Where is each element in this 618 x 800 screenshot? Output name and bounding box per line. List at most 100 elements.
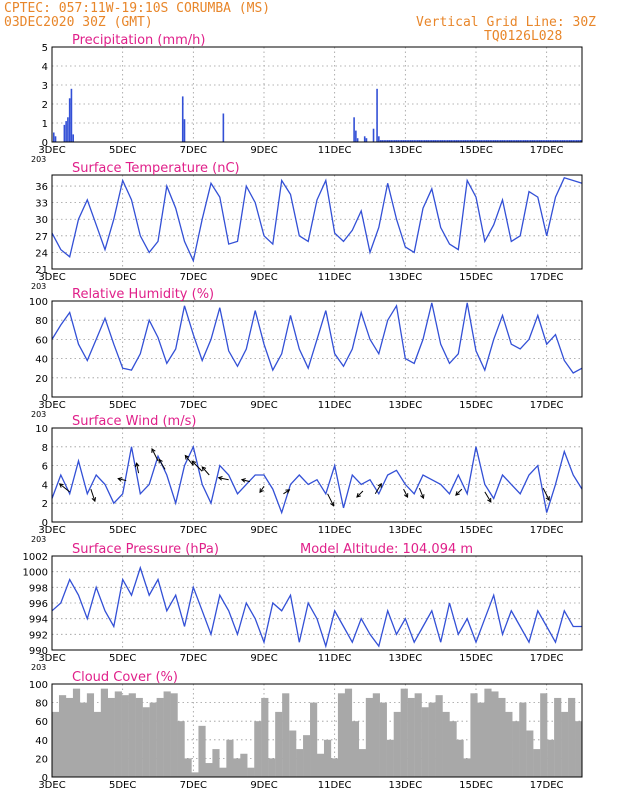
x-tick-label: 17DEC — [530, 145, 564, 156]
precip-bar — [507, 140, 509, 142]
x-tick-label: 5DEC — [109, 400, 136, 411]
cloud-bar — [261, 697, 269, 777]
precip-bar — [393, 140, 396, 142]
wind-arrow — [403, 488, 409, 498]
cloud-bar — [484, 688, 492, 777]
wind-arrow — [184, 455, 194, 466]
x-tick-year: 203 — [31, 282, 46, 291]
cloud-bar — [177, 721, 185, 777]
cloud-bar — [72, 688, 81, 777]
x-tick-label: 11DEC — [318, 780, 352, 791]
wind-arrow — [374, 483, 382, 495]
precip-bar — [441, 140, 444, 142]
y-tick-label: 100 — [29, 680, 48, 691]
series-line-pressure — [51, 565, 582, 649]
cloud-bar — [247, 767, 255, 777]
wind-arrow-head — [377, 482, 382, 488]
x-tick-label: 13DEC — [388, 653, 422, 664]
y-tick-label: 1002 — [23, 552, 48, 563]
precip-bar — [560, 140, 562, 142]
cloud-bar — [540, 693, 548, 777]
panel-title: Surface Wind (m/s) — [72, 414, 196, 429]
y-tick-label: 4 — [42, 62, 48, 73]
y-tick-label: 998 — [29, 583, 48, 594]
cloud-bar — [463, 758, 471, 777]
cloud-bar — [491, 691, 499, 777]
y-tick-label: 27 — [35, 232, 48, 243]
precip-bar — [404, 140, 407, 142]
header-location: CPTEC: 057:11W-19:10S CORUMBA (MS) — [4, 1, 270, 16]
precip-bar — [540, 140, 543, 142]
precip-bar — [579, 140, 582, 142]
y-tick-label: 2 — [42, 499, 48, 510]
cloud-bar — [86, 693, 95, 777]
cloud-bar — [282, 693, 290, 777]
precip-bar — [386, 140, 389, 142]
precip-bar — [355, 130, 357, 142]
precip-bar — [496, 140, 498, 142]
y-tick-label: 24 — [35, 248, 48, 259]
precip-bar — [556, 140, 559, 142]
x-tick-label: 13DEC — [388, 525, 422, 536]
cloud-bar — [191, 772, 199, 777]
x-tick-label: 3DEC — [38, 400, 65, 411]
cloud-bar — [149, 702, 157, 777]
precip-bar — [494, 140, 497, 142]
precip-bar — [498, 140, 500, 142]
cloud-bar — [379, 702, 387, 777]
precip-bar — [499, 140, 502, 142]
cloud-bar — [121, 695, 129, 777]
cloud-bar — [428, 702, 436, 777]
precip-bar — [558, 140, 560, 142]
precip-bar — [484, 140, 486, 142]
precip-bar — [544, 140, 546, 142]
precip-bar — [415, 140, 417, 142]
precip-bar — [492, 140, 495, 142]
precip-bar — [517, 140, 520, 142]
precip-bar — [420, 140, 423, 142]
y-tick-label: 40 — [35, 355, 48, 366]
wind-arrow-head — [259, 488, 264, 494]
precip-bar — [457, 140, 460, 142]
precip-bar — [522, 140, 525, 142]
panel-title: Precipitation (mm/h) — [72, 33, 205, 48]
cloud-bar — [219, 767, 227, 777]
precip-bar — [390, 140, 392, 142]
x-tick-label: 5DEC — [109, 145, 136, 156]
precip-bar — [434, 140, 437, 142]
x-tick-label: 7DEC — [180, 653, 207, 664]
x-tick-label: 15DEC — [459, 525, 493, 536]
cloud-bar — [561, 711, 569, 777]
y-tick-label: 996 — [29, 599, 48, 610]
cloud-bar — [358, 749, 367, 777]
wind-arrow — [419, 487, 424, 499]
x-tick-label: 5DEC — [109, 525, 136, 536]
cloud-bar — [163, 691, 171, 777]
x-tick-label: 13DEC — [388, 400, 422, 411]
wind-arrow — [191, 460, 203, 472]
precip-bar — [459, 140, 461, 142]
x-tick-label: 5DEC — [109, 272, 136, 283]
x-tick-label: 11DEC — [318, 272, 352, 283]
x-tick-label: 9DEC — [250, 653, 277, 664]
x-tick-label: 15DEC — [459, 145, 493, 156]
x-tick-label: 7DEC — [180, 400, 207, 411]
precip-bar — [372, 128, 375, 142]
y-tick-label: 2 — [42, 100, 48, 111]
cloud-bar — [52, 711, 60, 777]
cloud-bar — [198, 725, 206, 777]
y-tick-label: 3 — [42, 81, 48, 92]
precip-bar — [538, 140, 541, 142]
x-tick-year: 203 — [31, 410, 46, 419]
precip-bar — [570, 140, 573, 142]
panel-frame — [51, 300, 583, 398]
wind-arrow-head — [201, 466, 207, 472]
y-tick-label: 60 — [35, 335, 48, 346]
x-tick-label: 9DEC — [250, 272, 277, 283]
x-tick-label: 13DEC — [388, 780, 422, 791]
precip-bar — [452, 140, 454, 142]
y-tick-label: 40 — [35, 736, 48, 747]
wind-arrow — [542, 487, 550, 501]
cloud-bar — [568, 697, 576, 777]
series-line-temp — [51, 177, 583, 263]
